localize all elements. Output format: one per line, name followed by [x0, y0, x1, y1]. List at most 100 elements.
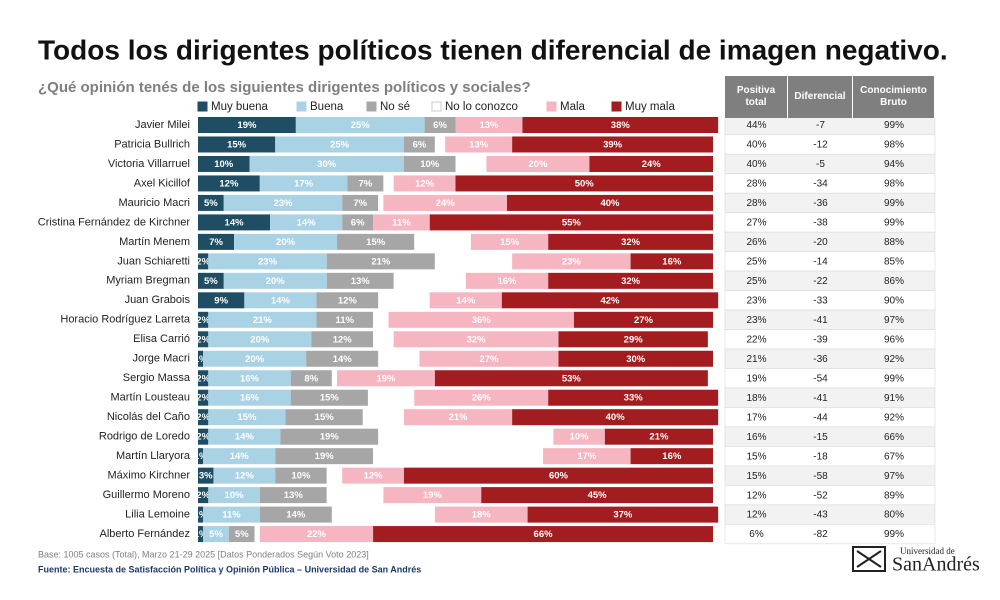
bar-segment	[507, 194, 713, 211]
bar-segment	[208, 389, 291, 406]
bar-segment	[337, 233, 415, 250]
table-cell: 90%	[884, 295, 904, 306]
table-cell: 92%	[884, 412, 904, 423]
bar-segment	[527, 506, 719, 523]
data-label: 19%	[423, 490, 443, 501]
bar-segment	[208, 487, 260, 504]
data-label: 12%	[235, 471, 255, 482]
data-label: 32%	[621, 276, 641, 287]
data-label: 19%	[320, 432, 340, 443]
bar-segment	[306, 350, 379, 367]
data-label: 5%	[209, 529, 223, 540]
bar-segment	[208, 409, 286, 426]
data-label: 29%	[624, 334, 644, 345]
table-cell: -52	[813, 490, 828, 501]
bar-segment	[280, 428, 379, 445]
table-cell: -14	[813, 257, 828, 268]
data-label: 7%	[353, 198, 367, 209]
logo-emblem-cross	[856, 550, 882, 568]
source: Fuente: Encuesta de Satisfacción Polític…	[38, 564, 421, 574]
bar-segment	[259, 526, 374, 543]
data-label: 14%	[235, 432, 255, 443]
data-label: 2%	[196, 393, 210, 404]
bar-segment	[290, 370, 332, 387]
data-label: 20%	[245, 354, 265, 365]
bar-segment	[198, 253, 209, 270]
table-cell: 97%	[884, 315, 904, 326]
data-label: 13%	[479, 120, 499, 131]
bar-segment	[378, 292, 430, 309]
category-label: Myriam Bregman	[106, 275, 190, 287]
bar-segment	[198, 428, 209, 445]
table-cell: -36	[813, 198, 828, 209]
legend-label: Mala	[560, 101, 586, 113]
bar-segment	[198, 389, 209, 406]
data-label: 16%	[240, 373, 260, 384]
table-header: Diferencial	[788, 76, 853, 118]
data-label: 5%	[235, 529, 249, 540]
table-cell: 21%	[746, 354, 766, 365]
data-label: 20%	[276, 237, 296, 248]
bar-segment	[208, 370, 291, 387]
category-label: Horacio Rodríguez Larreta	[60, 314, 191, 326]
data-label: 55%	[562, 217, 582, 228]
category-label: Sergio Massa	[123, 372, 191, 384]
data-label: 17%	[294, 178, 314, 189]
table-cell: 99%	[884, 120, 904, 131]
legend-label: Muy mala	[625, 101, 675, 113]
category-label: Martín Llaryora	[116, 450, 191, 462]
data-label: 20%	[250, 334, 270, 345]
data-label: 19%	[315, 451, 335, 462]
bar-segment	[342, 214, 374, 231]
data-label: 13%	[351, 276, 371, 287]
table-cell: -12	[813, 140, 828, 151]
data-label: 7%	[209, 237, 223, 248]
legend-swatch	[366, 101, 377, 112]
bar-segment	[275, 448, 374, 465]
logo-line1: Universidad de	[900, 546, 955, 556]
table-cell: 23%	[746, 315, 766, 326]
table-cell: 25%	[746, 276, 766, 287]
table-cell: -43	[813, 510, 828, 521]
data-label: 15%	[500, 237, 520, 248]
category-label: Javier Milei	[135, 119, 190, 131]
table-cell: 99%	[884, 529, 904, 540]
bar-segment	[465, 272, 549, 289]
bar-segment	[404, 155, 456, 172]
category-label: Axel Kicillof	[134, 177, 191, 189]
table-cell: 12%	[746, 490, 766, 501]
data-label: 50%	[575, 178, 595, 189]
bar-segment	[223, 194, 343, 211]
data-label: 19%	[237, 120, 257, 131]
data-label: 17%	[577, 451, 597, 462]
bar-segment	[378, 428, 554, 445]
bar-segment	[404, 409, 513, 426]
legend-swatch	[197, 101, 208, 112]
legend-label: Muy buena	[211, 101, 269, 113]
data-label: 23%	[273, 198, 293, 209]
bar-segment	[548, 272, 713, 289]
bar-segment	[378, 350, 420, 367]
bar-segment	[234, 233, 338, 250]
legend-swatch	[296, 101, 307, 112]
bar-segment	[630, 448, 713, 465]
category-label: Martín Lousteau	[111, 392, 191, 404]
table-cell: 67%	[884, 451, 904, 462]
table-cell: 96%	[884, 334, 904, 345]
data-label: 30%	[626, 354, 646, 365]
table-cell: -15	[813, 432, 828, 443]
data-label: 5%	[204, 276, 218, 287]
table-cell: 40%	[746, 159, 766, 170]
bar-segment	[198, 233, 235, 250]
bar-segment	[383, 487, 482, 504]
data-label: 14%	[271, 295, 291, 306]
bar-segment	[316, 292, 379, 309]
table-cell: 12%	[746, 510, 766, 521]
bar-segment	[522, 117, 719, 133]
bar-segment	[223, 272, 327, 289]
table-cell: -34	[813, 179, 828, 190]
data-label: 16%	[662, 451, 682, 462]
bar-segment	[203, 506, 260, 523]
